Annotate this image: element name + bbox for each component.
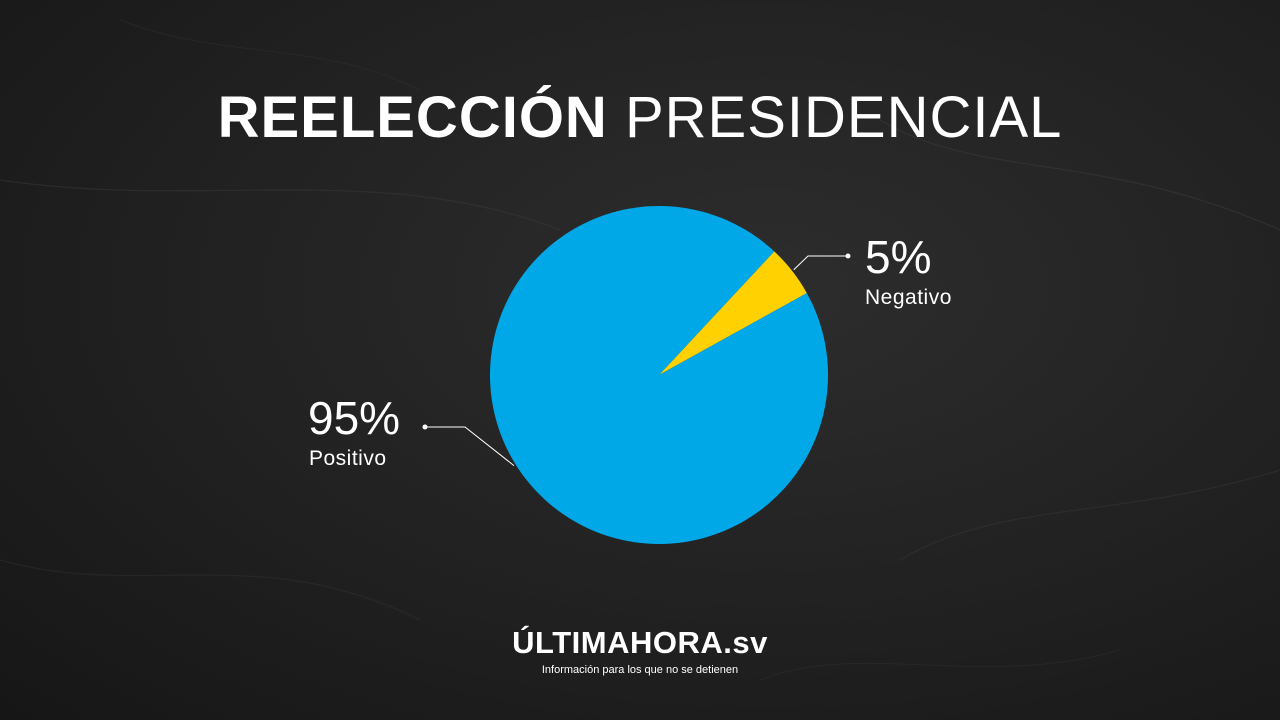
title-light: PRESIDENCIAL bbox=[624, 85, 1063, 150]
data-label-category-positivo: Positivo bbox=[309, 447, 387, 470]
leader-line-negativo bbox=[793, 255, 848, 271]
leader-dot-negativo bbox=[845, 253, 851, 259]
title-bold: REELECCIÓN bbox=[217, 85, 608, 150]
brand-logo: ÚLTIMAHORA.sv Información para los que n… bbox=[0, 624, 1280, 677]
brand-tagline: Información para los que no se detienen bbox=[541, 664, 739, 676]
page-title: REELECCIÓN PRESIDENCIAL bbox=[0, 84, 1280, 152]
pie-slice-negativo bbox=[659, 251, 807, 375]
leader-dot-positivo bbox=[422, 424, 428, 430]
data-label-value-negativo: 5% bbox=[865, 231, 931, 283]
data-label-value-positivo: 95% bbox=[308, 392, 400, 444]
brand-name: ÚLTIMAHORA.sv bbox=[512, 625, 768, 660]
leader-line-positivo bbox=[425, 426, 515, 467]
pie-slice-positivo bbox=[489, 205, 828, 544]
data-label-category-negativo: Negativo bbox=[865, 286, 952, 309]
